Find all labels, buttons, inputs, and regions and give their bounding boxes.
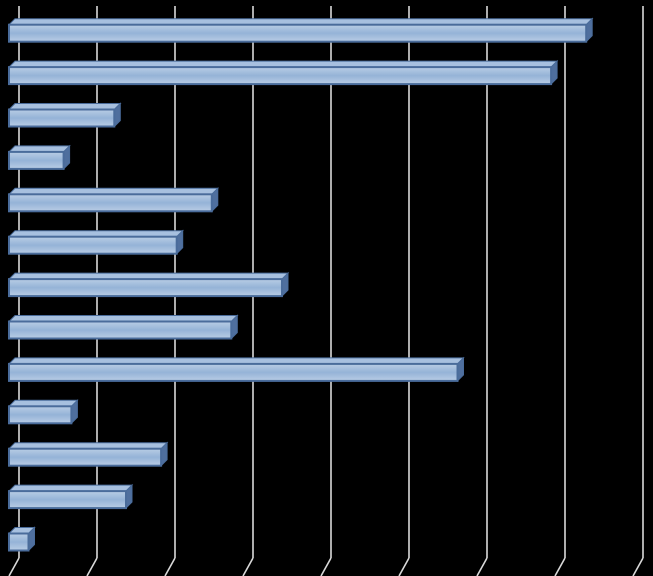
bar <box>7 526 36 552</box>
bar <box>7 483 134 510</box>
bar <box>7 59 559 86</box>
bar-front-face <box>8 193 213 213</box>
gridline-floor-tick <box>164 557 176 576</box>
bar <box>7 144 71 171</box>
bar-front-face <box>8 23 588 43</box>
bar <box>7 187 220 213</box>
gridline-floor-tick <box>242 557 254 576</box>
bar <box>7 314 239 340</box>
bars <box>7 17 594 552</box>
bar-front-face <box>8 235 178 255</box>
gridline-floor-tick <box>632 557 644 576</box>
bar-front-face <box>8 66 553 86</box>
bar <box>7 271 290 298</box>
bar-front-face <box>8 490 127 510</box>
bar-front-face <box>8 362 459 382</box>
bar <box>7 229 184 255</box>
bar-front-face <box>8 447 163 467</box>
bar-front-face <box>8 532 30 552</box>
bar-front-face <box>8 150 65 170</box>
gridline-floor-tick <box>554 557 566 576</box>
gridline-floor-tick <box>8 557 20 576</box>
bar <box>7 356 465 383</box>
bar-front-face <box>8 108 116 128</box>
bar <box>7 17 594 43</box>
bar-front-face <box>8 405 73 425</box>
bar <box>7 399 79 425</box>
bar-front-face <box>8 320 233 340</box>
gridline-floor-tick <box>320 557 332 576</box>
gridline-floor-tick <box>86 557 98 576</box>
gridline-floor-tick <box>398 557 410 576</box>
bar <box>7 102 122 128</box>
bar-front-face <box>8 278 283 298</box>
bar <box>7 441 169 467</box>
gridline-floor-tick <box>476 557 488 576</box>
